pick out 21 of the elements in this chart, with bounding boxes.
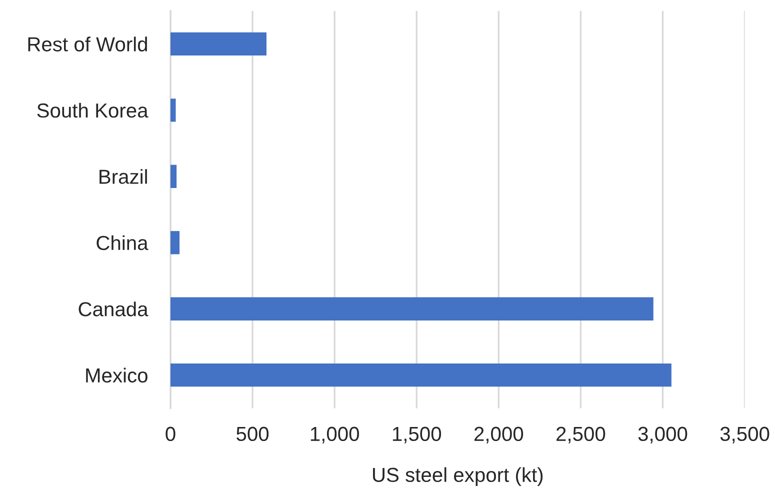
bar xyxy=(170,98,176,122)
x-tick-label: 2,000 xyxy=(474,426,524,444)
y-tick-label: Brazil xyxy=(100,169,147,184)
x-tick-label: 0 xyxy=(166,426,176,442)
x-axis-title: US steel export (kt) xyxy=(373,467,543,486)
bar xyxy=(170,231,180,254)
x-tick-label: 1,000 xyxy=(310,426,359,444)
bar xyxy=(170,297,654,320)
bar xyxy=(170,364,672,387)
x-tick-label: 3,500 xyxy=(720,426,770,444)
x-tick-label: 3,000 xyxy=(638,426,688,444)
y-tick-label: Canada xyxy=(78,302,148,316)
bar xyxy=(170,32,266,56)
y-tick-label: Rest of World xyxy=(28,36,147,52)
y-tick-label: Mexico xyxy=(86,368,148,383)
bar xyxy=(170,164,177,188)
y-tick-label: China xyxy=(96,235,148,250)
x-tick-label: 2,500 xyxy=(556,426,606,444)
y-tick-label: South Korea xyxy=(37,102,148,118)
x-tick-label: 1,500 xyxy=(392,426,442,444)
x-tick-label: 500 xyxy=(236,426,269,442)
